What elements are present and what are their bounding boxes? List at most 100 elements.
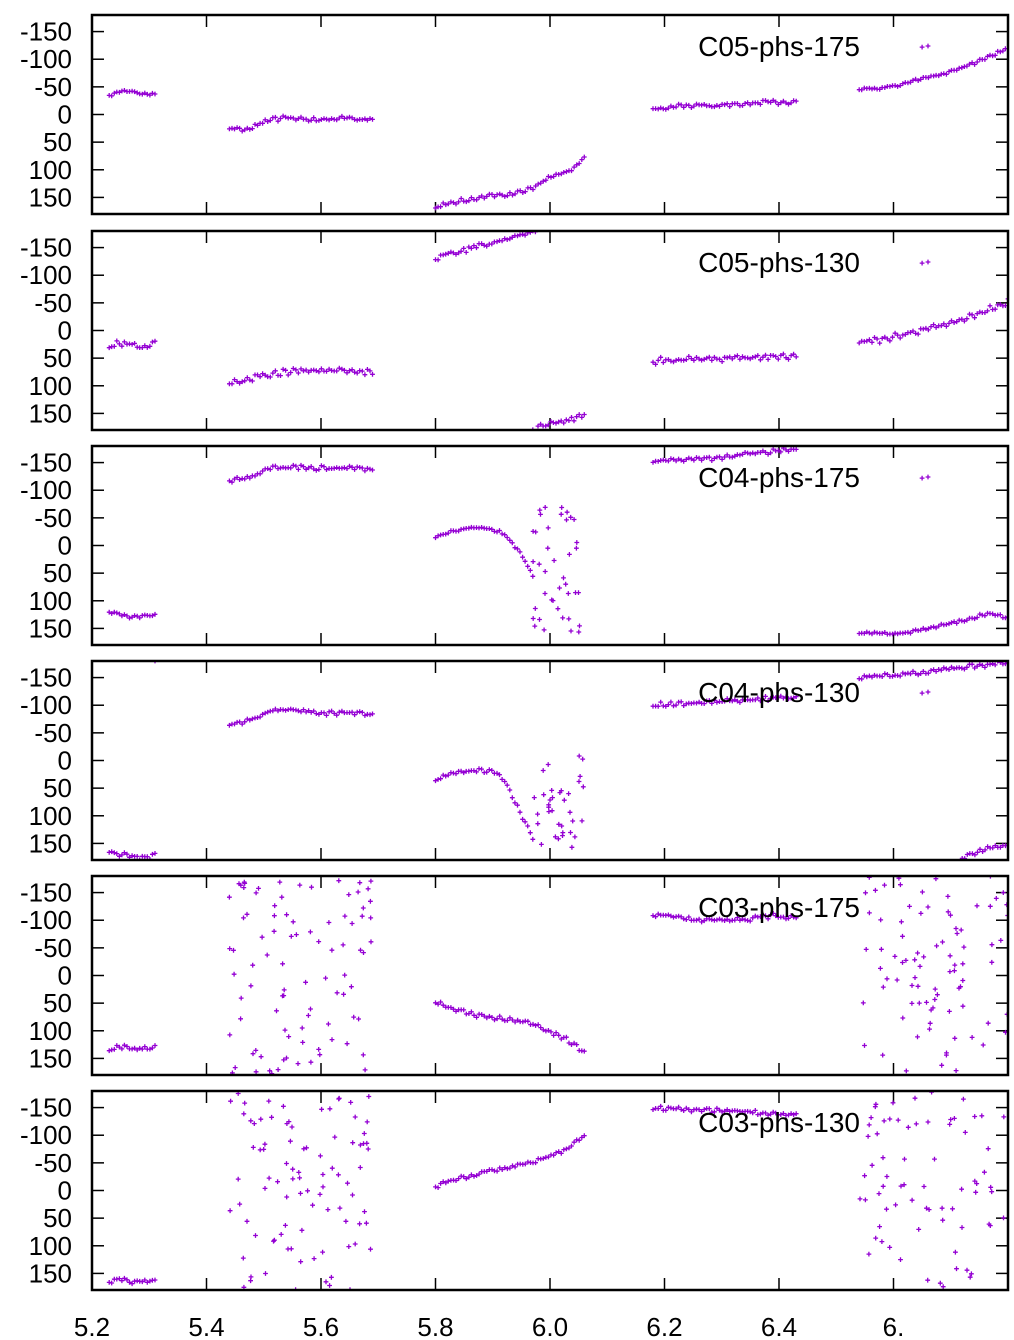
data-point: [111, 90, 117, 96]
data-point: [740, 916, 745, 922]
data-point: [962, 666, 967, 672]
data-point: [296, 370, 301, 376]
data-point: [433, 1184, 438, 1190]
data-point: [280, 961, 285, 967]
data-point: [545, 525, 551, 531]
data-point: [336, 1172, 341, 1178]
data-point: [931, 624, 936, 630]
data-point: [915, 331, 921, 337]
data-point: [238, 995, 244, 1001]
data-point: [142, 90, 148, 96]
data-point: [962, 619, 967, 624]
data-point: [673, 357, 679, 363]
data-point: [260, 120, 265, 126]
data-point: [352, 117, 357, 122]
data-point: [522, 1161, 528, 1167]
data-point: [897, 83, 903, 88]
data-point: [306, 369, 311, 375]
data-point: [272, 913, 277, 919]
data-point: [474, 1015, 479, 1020]
y-tick-label: -150: [20, 663, 72, 693]
data-point: [678, 914, 684, 920]
data-point: [658, 105, 664, 111]
data-point: [244, 716, 250, 722]
data-point: [747, 451, 753, 457]
data-point: [872, 335, 877, 340]
data-point: [793, 98, 799, 104]
data-point: [553, 1150, 559, 1155]
data-point: [745, 450, 750, 456]
data-point: [546, 809, 552, 814]
data-point: [923, 627, 929, 633]
data-point: [481, 242, 487, 248]
data-point: [927, 1026, 932, 1032]
data-point: [263, 1271, 268, 1276]
data-point: [229, 125, 235, 131]
data-point: [250, 126, 255, 131]
data-point: [440, 772, 446, 778]
data-point: [349, 921, 355, 926]
data-point: [281, 1103, 286, 1109]
data-point: [522, 232, 528, 238]
data-point: [323, 975, 328, 981]
data-point: [760, 448, 766, 454]
data-point: [239, 128, 245, 134]
data-point: [959, 665, 965, 671]
data-point: [147, 1046, 153, 1052]
data-point: [727, 354, 733, 360]
data-point: [576, 412, 582, 417]
data-point: [969, 1271, 974, 1277]
data-point: [577, 774, 583, 779]
data-point: [119, 613, 125, 619]
data-point: [765, 357, 771, 362]
y-tick-label: -150: [20, 17, 72, 47]
data-point: [267, 374, 273, 380]
data-point: [576, 779, 582, 784]
data-point: [577, 623, 582, 629]
data-point: [912, 975, 918, 980]
data-point: [959, 65, 965, 71]
data-point: [967, 61, 972, 67]
data-point: [696, 356, 702, 362]
data-point: [916, 1000, 922, 1006]
panel-frame: [90, 659, 1010, 862]
data-point: [768, 450, 773, 456]
data-point: [238, 882, 244, 888]
data-point: [252, 473, 258, 479]
data-point: [265, 709, 271, 715]
data-point: [681, 357, 687, 363]
data-point: [884, 1206, 889, 1212]
data-point: [867, 337, 872, 343]
data-point: [515, 802, 520, 808]
data-point: [758, 357, 763, 363]
data-point: [257, 471, 263, 477]
data-point: [686, 1107, 692, 1112]
data-point: [668, 699, 674, 705]
data-point: [244, 474, 250, 479]
data-point: [479, 525, 484, 530]
data-point: [458, 196, 464, 201]
data-point: [561, 170, 567, 175]
data-point: [541, 792, 547, 798]
data-point: [681, 104, 687, 110]
data-point: [944, 666, 949, 672]
data-point: [283, 367, 288, 373]
data-point: [539, 842, 544, 847]
data-point: [132, 89, 137, 95]
data-point: [497, 772, 502, 778]
data-point: [788, 100, 794, 106]
data-point: [435, 257, 441, 263]
data-point: [714, 1105, 720, 1111]
data-point: [285, 1246, 291, 1252]
data-point: [549, 808, 555, 814]
y-tick-label: -50: [34, 933, 72, 963]
data-point: [278, 373, 283, 378]
data-point: [290, 115, 296, 121]
data-point: [788, 913, 794, 918]
data-point: [897, 335, 903, 341]
data-point: [336, 709, 342, 715]
data-point: [709, 458, 715, 463]
data-point: [445, 250, 451, 256]
data-point: [433, 535, 438, 541]
data-point: [856, 340, 862, 346]
